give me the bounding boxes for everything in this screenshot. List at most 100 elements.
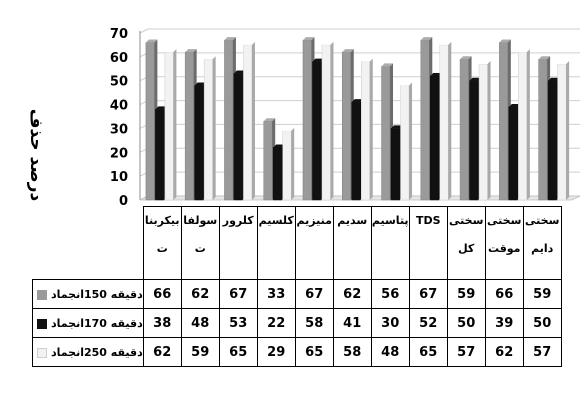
bar-top [381,63,394,67]
bar [282,130,292,201]
bar-top [342,49,354,53]
category-label: سختی موقت [484,206,524,280]
data-table-row: دقیقه 150انجماد 66 62 67 33 67 62 56 67 59 66 59 [32,279,562,309]
data-label: 67 [218,279,258,309]
data-label: 59 [180,337,220,367]
data-label: 22 [256,308,296,338]
bar-top [420,37,433,41]
data-table-row: دقیقه 170انجماد 38 48 53 22 58 41 30 52 50 39 50 [32,308,562,338]
data-label: 29 [256,337,296,367]
bar [469,80,479,201]
bar [430,75,440,201]
data-label: 62 [180,279,220,309]
bar [390,128,400,201]
data-label: 58 [294,308,334,338]
legend-label: دقیقه 250انجماد [51,345,143,359]
bar [342,51,351,201]
data-label: 62 [484,337,524,367]
category-label: منیزیم [294,206,334,280]
bar-side [526,49,530,201]
bar-top [538,56,551,60]
bar-top [430,72,442,76]
bar-top [282,127,295,131]
bar-top [479,61,491,65]
data-label: 66 [484,279,524,309]
data-label: 52 [408,308,448,338]
bar [321,44,331,201]
y-tick-label: 40 [110,99,128,114]
category-label: سختی کل [446,206,486,280]
bar [420,39,430,201]
data-label: 67 [408,279,448,309]
bar [272,147,282,201]
legend-entry: دقیقه 150انجماد [32,279,144,309]
y-tick-label: 10 [110,170,128,185]
bar-top [499,39,511,43]
y-tick-label: 0 [119,194,128,209]
bar-top [361,58,373,62]
bar-top [302,37,315,41]
data-label: 56 [370,279,410,309]
bar-top [439,41,452,45]
y-tick-label: 70 [110,27,128,42]
bar [361,61,370,201]
data-label: 58 [332,337,372,367]
legend-swatch [37,289,47,300]
data-label: 62 [142,337,182,367]
y-tick-label: 50 [110,75,128,90]
bar [400,85,410,201]
bar-top [273,144,285,148]
data-label: 59 [446,279,486,309]
bar [243,44,253,201]
data-label: 57 [522,337,562,367]
bar-top [518,49,530,53]
y-tick-label: 30 [110,122,128,137]
data-label: 59 [522,279,562,309]
data-label: 39 [484,308,524,338]
data-label: 50 [522,308,562,338]
bar [145,42,155,201]
bar [459,58,469,201]
bar [164,51,174,201]
bar-top [557,61,570,65]
bar-top [351,99,364,103]
category-label: پتاسیم [370,206,410,280]
data-table: بیکربنا ت سولفا ت کلرور کلسیم منیزیم سدیم پتاس… [32,206,562,367]
bar-top [548,77,560,81]
bar [381,66,391,201]
table-corner [33,207,144,280]
data-label: 48 [370,337,410,367]
data-label: 48 [180,308,220,338]
data-label: 38 [142,308,182,338]
bar-top [400,82,413,86]
data-label: 65 [408,337,448,367]
bar-side [212,56,216,200]
bar-side [330,41,334,200]
bar-top [460,56,472,60]
category-label: کلسیم [256,206,296,280]
bar-side [251,41,255,200]
bar [233,73,243,201]
bar [203,58,213,201]
bar-top [185,49,197,53]
bar-top [508,103,521,107]
bar-side [566,61,570,201]
data-label: 67 [294,279,334,309]
bar-top [224,37,236,41]
bar [351,101,361,201]
bar-side [173,49,177,201]
bar [263,121,273,201]
bar [547,80,557,201]
bar-top [233,70,246,74]
bar [312,61,322,201]
bar [538,58,548,201]
bar [302,39,312,201]
data-label: 50 [446,308,486,338]
data-label: 53 [218,308,258,338]
bar-top [243,41,255,45]
data-label: 30 [370,308,410,338]
bar [224,39,234,201]
data-table-row: دقیقه 250انجماد 62 59 65 29 65 58 48 65 57 62 57 [32,337,562,367]
data-label: 66 [142,279,182,309]
